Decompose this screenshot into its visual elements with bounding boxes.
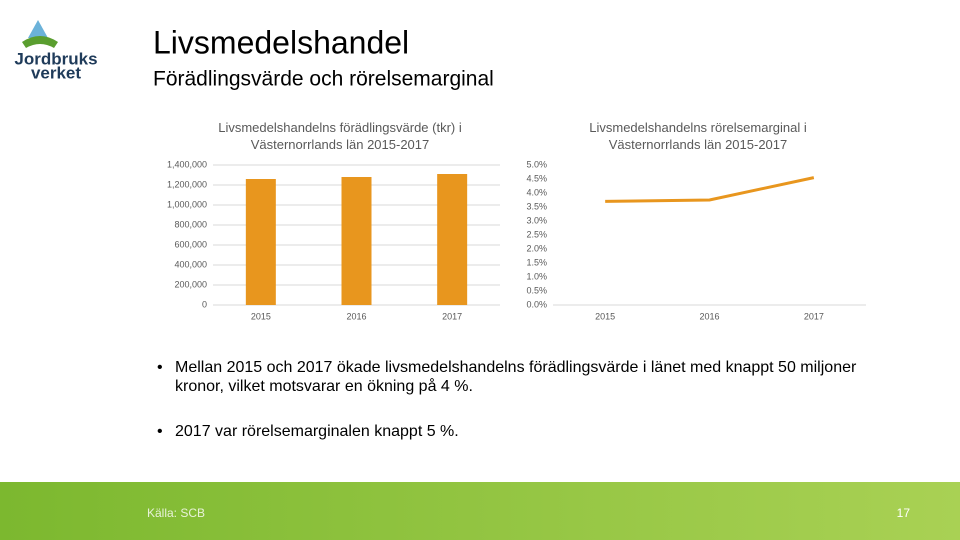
title: Livsmedelshandel	[153, 24, 409, 60]
x-tick-label: 2015	[251, 311, 271, 321]
source: Källa: SCB	[147, 506, 205, 520]
bullet-box: 2017 var rörelsemarginalen knappt 5 %.	[175, 423, 459, 440]
chart-title-box: Livsmedelshandelns förädlingsvärde (tkr)…	[218, 120, 462, 152]
x-tick-label: 2016	[346, 311, 366, 321]
y-tick-label: 1,200,000	[167, 179, 207, 189]
x-tick-label: 2017	[442, 311, 462, 321]
footer-band	[0, 482, 960, 540]
bullet-box: Mellan 2015 och 2017 ökade livsmedelshan…	[175, 359, 857, 395]
y-tick-label: 0.0%	[526, 299, 547, 309]
bullet: 2017 var rörelsemarginalen knappt 5 %.	[175, 423, 459, 440]
page-number: 17	[897, 506, 911, 520]
y-tick-label: 2.5%	[526, 229, 547, 239]
y-tick-label: 5.0%	[526, 159, 547, 169]
bar	[437, 174, 468, 305]
y-tick-label: 1.5%	[526, 257, 547, 267]
y-tick-label: 2.0%	[526, 243, 547, 253]
chart-title: Livsmedelshandelns förädlingsvärde (tkr)…	[218, 120, 462, 152]
chart-title: Livsmedelshandelns rörelsemarginal i Väs…	[589, 120, 807, 152]
bar	[245, 179, 276, 305]
logo: Jordbruks verket	[14, 20, 98, 82]
y-tick-label: 4.0%	[526, 187, 547, 197]
subtitle: Förädlingsvärde och rörelsemarginal	[153, 68, 494, 91]
y-tick-label: 1,400,000	[167, 159, 207, 169]
bullet-dot: •	[157, 423, 163, 440]
y-tick-label: 600,000	[174, 239, 207, 249]
logo-text: Jordbruks	[14, 49, 97, 68]
x-tick-label: 2016	[699, 311, 719, 321]
bullet: Mellan 2015 och 2017 ökade livsmedelshan…	[175, 359, 857, 395]
y-tick-label: 200,000	[174, 279, 207, 289]
y-tick-label: 0	[202, 299, 207, 309]
bullet-dot: •	[157, 359, 163, 376]
line	[605, 176, 815, 203]
x-tick-label: 2017	[804, 311, 824, 321]
x-tick-label: 2015	[595, 311, 615, 321]
y-tick-label: 0.5%	[526, 285, 547, 295]
chart-title-box: Livsmedelshandelns rörelsemarginal i Väs…	[589, 120, 807, 152]
y-tick-label: 400,000	[174, 259, 207, 269]
logo-text: verket	[31, 63, 81, 82]
y-tick-label: 3.5%	[526, 201, 547, 211]
y-tick-label: 800,000	[174, 219, 207, 229]
y-tick-label: 1.0%	[526, 271, 547, 281]
y-tick-label: 4.5%	[526, 173, 547, 183]
bar	[341, 177, 372, 305]
y-tick-label: 3.0%	[526, 215, 547, 225]
y-tick-label: 1,000,000	[167, 199, 207, 209]
